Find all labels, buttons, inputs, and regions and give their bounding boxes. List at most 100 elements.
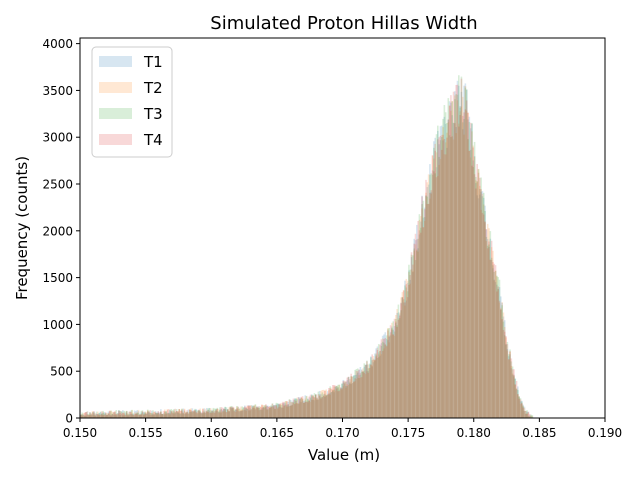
histogram-bar xyxy=(351,383,354,418)
histogram-bar xyxy=(216,408,219,418)
histogram-bar xyxy=(81,412,83,418)
histogram-bar xyxy=(215,409,217,418)
histogram-bar xyxy=(93,412,95,418)
histogram-bar xyxy=(124,414,127,418)
y-axis-label: Frequency (counts) xyxy=(13,156,31,300)
histogram-bar xyxy=(438,164,440,418)
histogram-bar xyxy=(383,338,385,418)
histogram-bar xyxy=(227,409,229,418)
histogram-bar xyxy=(90,414,93,418)
histogram-bar xyxy=(241,410,244,418)
histogram-bar xyxy=(104,413,107,418)
histogram-bar xyxy=(206,411,208,418)
histogram-bar xyxy=(366,360,368,418)
histogram-bar xyxy=(368,364,371,418)
y-axis: 0 500 1000 1500 2000 2500 3000 3500 4000 xyxy=(42,37,80,426)
histogram-bar xyxy=(329,386,331,418)
histogram-bar xyxy=(262,406,265,418)
histogram-bar xyxy=(240,410,242,418)
histogram-bar xyxy=(301,398,304,418)
histogram-bar xyxy=(87,415,90,418)
histogram-bar xyxy=(393,335,396,418)
histogram-bar xyxy=(228,407,230,418)
histogram-bar xyxy=(275,404,278,418)
histogram-bar xyxy=(227,409,229,418)
histogram-bar xyxy=(167,414,170,418)
histogram-bar xyxy=(97,411,99,418)
histogram-bar xyxy=(133,415,136,418)
histogram-bar xyxy=(99,414,102,418)
histogram-bar xyxy=(523,410,526,418)
histogram-bar xyxy=(90,413,93,418)
histogram-bar xyxy=(144,411,146,418)
histogram-bar xyxy=(350,384,352,418)
histogram-bar xyxy=(531,415,534,418)
histogram-bar xyxy=(380,346,383,418)
histogram-bar xyxy=(179,413,182,418)
histogram-bar xyxy=(123,412,125,418)
histogram-bar xyxy=(452,139,455,419)
histogram-bar xyxy=(439,158,442,418)
histogram-bar xyxy=(503,335,506,418)
histogram-bar xyxy=(135,413,137,418)
histogram-bar xyxy=(437,175,439,418)
histogram-bar xyxy=(395,314,397,418)
histogram-bar xyxy=(447,119,450,418)
histogram-bar xyxy=(198,410,200,418)
histogram-bar xyxy=(502,329,505,418)
histogram-bar xyxy=(187,409,190,418)
histogram-bar xyxy=(500,309,502,418)
histogram-bar xyxy=(379,355,381,418)
histogram-bar xyxy=(414,244,417,418)
histogram-bar xyxy=(106,413,108,418)
histogram-bar xyxy=(181,410,183,418)
histogram-bar xyxy=(416,239,418,418)
histogram-bar xyxy=(276,408,279,418)
histogram-bar xyxy=(493,272,496,418)
histogram-bar xyxy=(393,318,396,418)
histogram-bar xyxy=(202,409,204,418)
histogram-bar xyxy=(125,412,128,418)
histogram-bar xyxy=(492,265,494,418)
histogram-bar xyxy=(427,174,430,418)
histogram-bar xyxy=(422,227,425,418)
histogram-bar xyxy=(274,405,276,418)
histogram-bar xyxy=(230,406,233,418)
histogram-bar xyxy=(262,407,265,418)
histogram-bar xyxy=(119,410,121,418)
histogram-bar xyxy=(345,382,347,418)
histogram-bar xyxy=(305,395,308,418)
histogram-bar xyxy=(266,405,268,418)
histogram-bar xyxy=(330,392,333,418)
histogram-bar xyxy=(156,414,158,418)
histogram-bar xyxy=(293,400,296,418)
histogram-bar xyxy=(280,404,283,418)
histogram-bar xyxy=(97,415,99,418)
histogram-bar xyxy=(204,412,207,418)
histogram-bar xyxy=(152,410,154,418)
histogram-bar xyxy=(316,397,318,418)
histogram-bar xyxy=(118,410,120,418)
histogram-bar xyxy=(242,407,245,418)
histogram-bar xyxy=(379,350,381,418)
histogram-bar xyxy=(317,399,320,418)
histogram-bar xyxy=(496,291,498,418)
histogram-bar xyxy=(87,414,90,418)
histogram-bar xyxy=(255,407,258,418)
histogram-bar xyxy=(527,411,530,418)
histogram-bar xyxy=(101,413,103,418)
histogram-bar xyxy=(383,342,385,418)
histogram-bar xyxy=(212,407,215,418)
histogram-bar xyxy=(177,412,179,418)
histogram-bar xyxy=(284,401,287,418)
histogram-bar xyxy=(175,411,178,418)
histogram-bar xyxy=(488,247,490,418)
histogram-bar xyxy=(435,177,438,418)
histogram-bar xyxy=(423,209,426,418)
histogram-bar xyxy=(517,386,519,418)
histogram-bar xyxy=(272,405,275,418)
histogram-bar xyxy=(402,290,405,418)
histogram-bar xyxy=(127,413,129,418)
legend-label-t2: T2 xyxy=(143,79,163,97)
histogram-bar xyxy=(173,413,175,418)
